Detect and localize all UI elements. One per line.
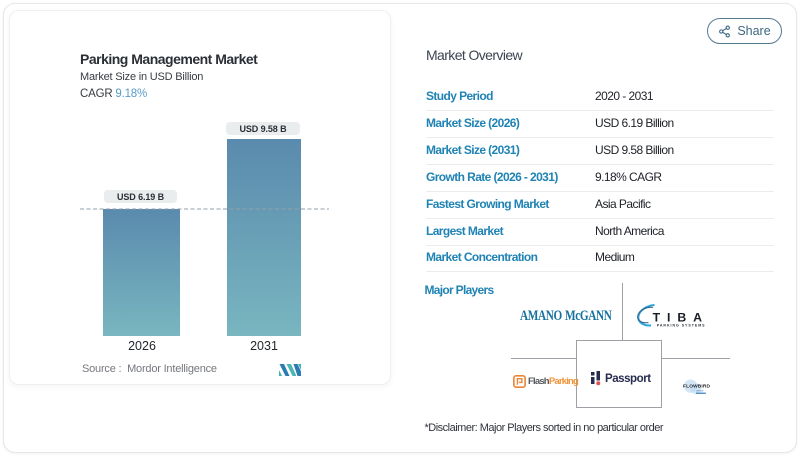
svg-text:urban: urban	[696, 388, 704, 392]
svg-text:TIBA: TIBA	[653, 311, 709, 325]
svg-text:FLOWBIRD: FLOWBIRD	[683, 384, 710, 390]
svg-text:PARKING SYSTEMS: PARKING SYSTEMS	[657, 323, 706, 327]
